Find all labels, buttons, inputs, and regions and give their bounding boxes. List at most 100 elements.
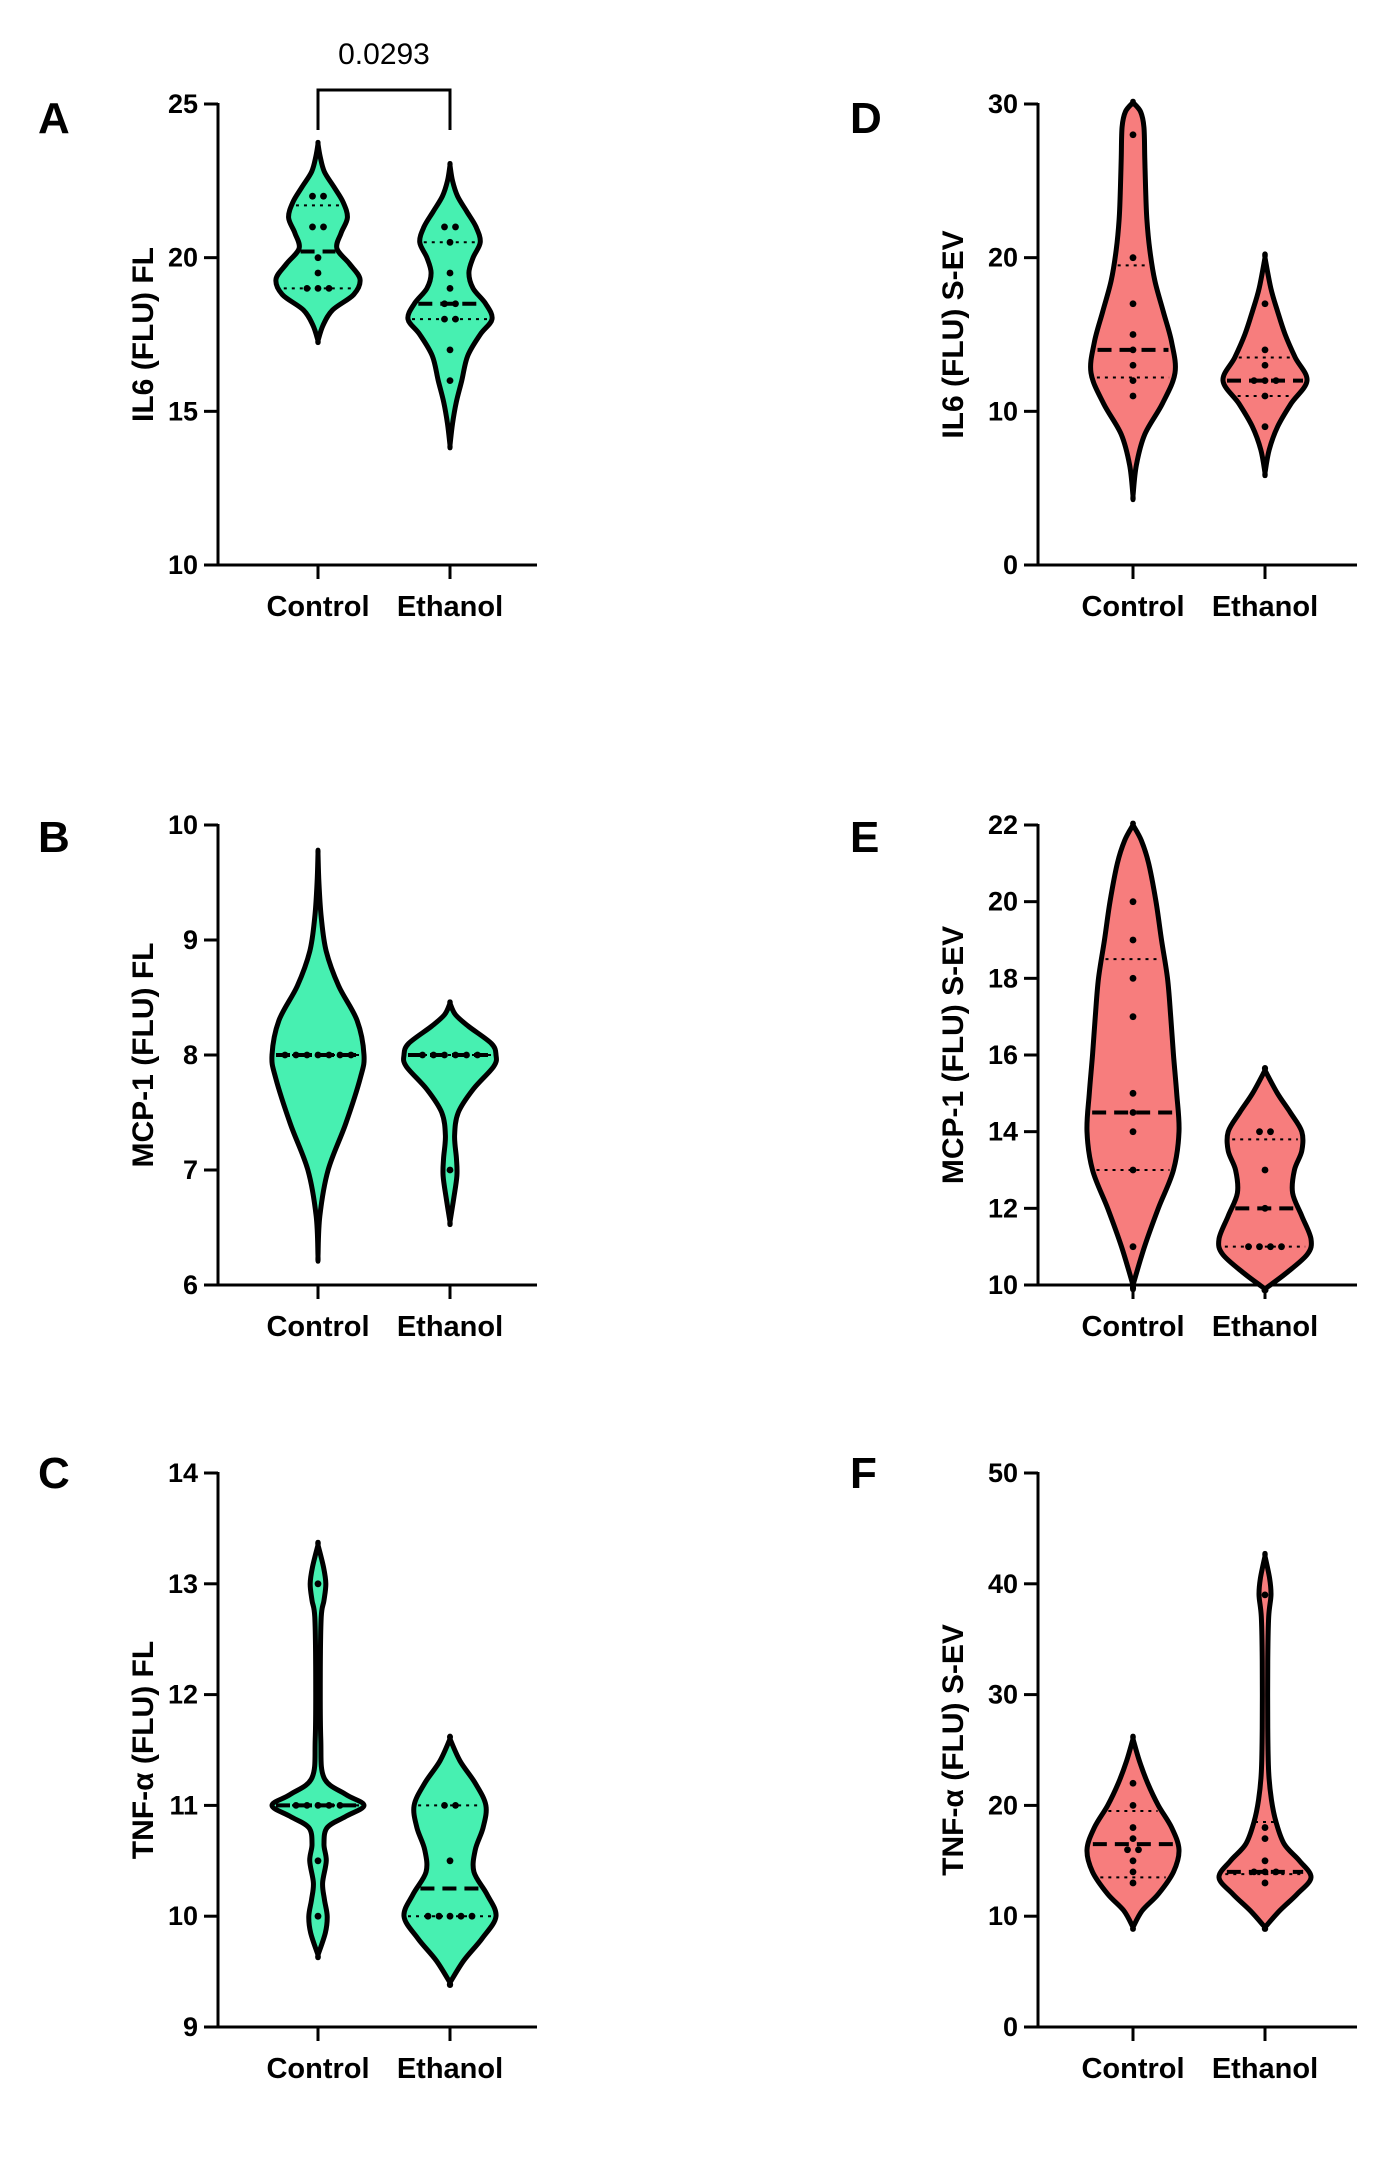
y-axis-label: TNF-α (FLU) FL (127, 1641, 160, 1859)
data-point (314, 1051, 322, 1059)
y-axis-label: TNF-α (FLU) S-EV (937, 1624, 970, 1876)
data-point (452, 223, 459, 231)
y-tick-label: 0 (1003, 550, 1018, 580)
data-point (441, 300, 448, 308)
violin-ethanol (401, 1733, 499, 1988)
data-point (314, 285, 322, 292)
violin-body (273, 139, 363, 346)
data-point (1250, 377, 1258, 384)
y-tick-label: 50 (988, 1458, 1018, 1488)
y-tick-label: 30 (988, 1680, 1018, 1710)
panel-letter: C (38, 1449, 70, 1498)
violin-body (1084, 820, 1182, 1293)
data-point (1129, 1857, 1137, 1865)
y-tick-label: 12 (168, 1680, 198, 1710)
x-tick-label: Control (266, 2053, 369, 2085)
violin-ethanol (1216, 1064, 1314, 1294)
y-axis-label: IL6 (FLU) FL (127, 247, 160, 422)
panel-a: A IL6 (FLU) FL 10 15 20 25 Control Ethanol 0.029… (38, 38, 537, 623)
panel-f: F TNF-α (FLU) S-EV 0 10 20 30 40 50 Control Ethan… (850, 1449, 1357, 2085)
data-point (474, 1051, 481, 1059)
violin-body (401, 999, 499, 1228)
panel-b: B MCP-1 (FLU) FL 6 7 8 9 10 Control Ethanol (38, 810, 537, 1343)
data-point (1261, 1835, 1269, 1843)
y-tick-label: 25 (168, 89, 198, 119)
data-point (1261, 1591, 1269, 1599)
data-point (1129, 392, 1137, 400)
data-point (1272, 377, 1280, 384)
y-tick-label: 10 (988, 1270, 1018, 1300)
violin-control (269, 847, 367, 1264)
data-point (325, 1051, 333, 1059)
data-point (1129, 1109, 1137, 1116)
data-point (441, 315, 448, 323)
data-point (1261, 1857, 1269, 1865)
y-tick-label: 14 (168, 1458, 198, 1488)
data-point (452, 315, 459, 323)
data-point (309, 223, 316, 231)
violin-body (1084, 1733, 1182, 1932)
bracket-line (316, 88, 452, 130)
data-point (1129, 1802, 1137, 1809)
data-point (1261, 1824, 1269, 1831)
data-point (1129, 1868, 1137, 1876)
data-point (347, 1051, 355, 1059)
data-point (1124, 1846, 1131, 1854)
y-tick-label: 22 (988, 810, 1018, 840)
panel-letter: E (850, 813, 879, 862)
x-tick-label: Ethanol (1212, 591, 1318, 623)
data-point (314, 269, 322, 277)
violin-control (1088, 98, 1178, 503)
data-point (1261, 392, 1269, 400)
x-tick-label: Control (266, 1311, 369, 1343)
data-point (468, 1912, 476, 1920)
panel-letter: F (850, 1449, 877, 1498)
panel-letter: A (38, 94, 70, 143)
data-point (457, 1912, 465, 1920)
y-tick-label: 6 (183, 1270, 198, 1300)
data-point (1129, 361, 1137, 369)
violin-body (269, 1539, 367, 1961)
y-tick-label: 10 (168, 1901, 198, 1931)
violin-ethanol (1220, 251, 1310, 479)
data-point (424, 1912, 432, 1920)
data-point (1261, 1166, 1269, 1174)
data-point (292, 1051, 300, 1059)
violin-body (1216, 1550, 1314, 1932)
y-tick-label: 18 (988, 963, 1018, 993)
y-tick-label: 11 (169, 1790, 198, 1820)
data-point (1261, 346, 1269, 354)
data-point (314, 1912, 322, 1920)
data-point (1129, 131, 1137, 139)
data-point (281, 1051, 289, 1059)
data-point (1129, 346, 1137, 354)
data-point (446, 238, 454, 246)
x-tick-label: Control (266, 591, 369, 623)
data-point (320, 223, 327, 231)
panel-letter: D (850, 94, 882, 143)
y-tick-label: 9 (183, 925, 198, 955)
data-point (1267, 1128, 1274, 1136)
data-point (1129, 331, 1137, 338)
y-tick-label: 10 (168, 810, 198, 840)
violin-ethanol (1216, 1550, 1314, 1932)
data-point (303, 285, 311, 292)
violin-control (1084, 1733, 1182, 1932)
data-point (1250, 1868, 1258, 1876)
data-point (1129, 377, 1137, 384)
y-tick-label: 20 (988, 887, 1018, 917)
data-point (446, 269, 454, 277)
data-point (1261, 1204, 1269, 1212)
data-point (452, 1051, 459, 1059)
y-tick-label: 13 (168, 1569, 198, 1599)
x-tick-label: Ethanol (397, 591, 503, 623)
data-point (1129, 1166, 1137, 1174)
y-axis-label: MCP-1 (FLU) FL (127, 943, 160, 1168)
data-point (303, 1802, 311, 1809)
data-point (320, 192, 327, 200)
data-point (314, 1802, 322, 1809)
data-point (309, 192, 316, 200)
y-axis-label: IL6 (FLU) S-EV (937, 230, 970, 438)
data-point (446, 377, 454, 384)
